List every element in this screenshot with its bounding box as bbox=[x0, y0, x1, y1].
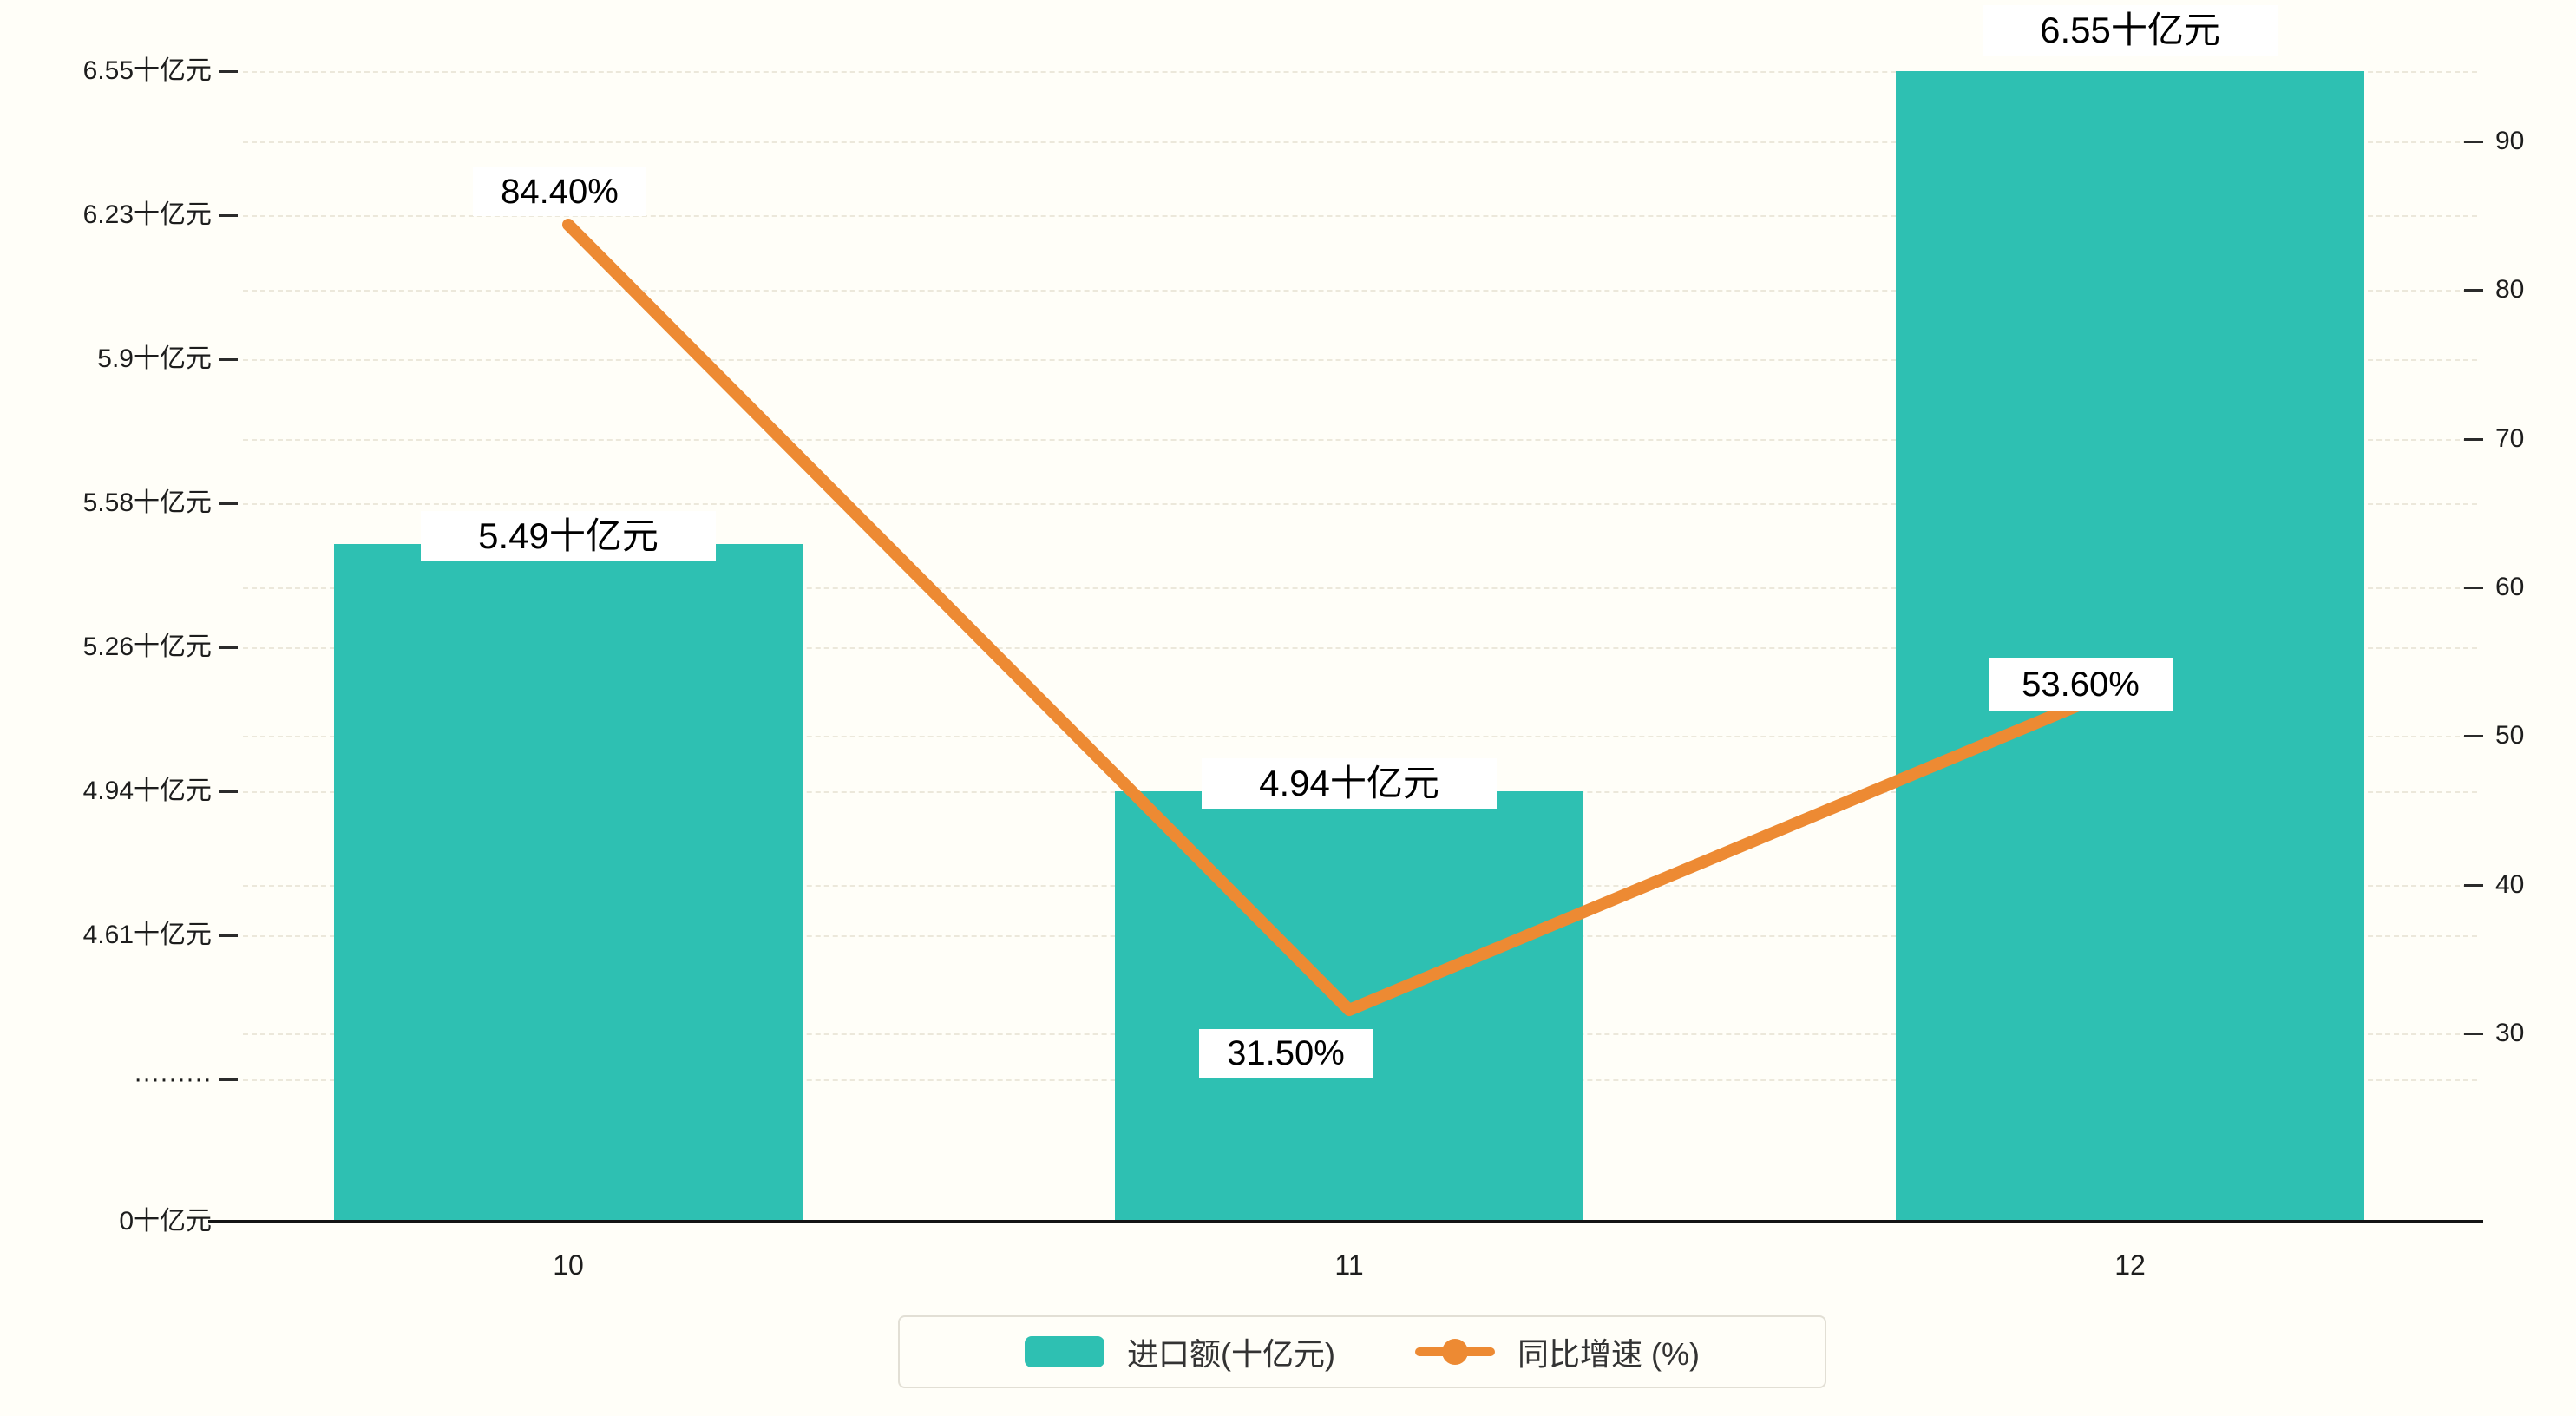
left-axis-tick-label: 5.26十亿元 bbox=[82, 633, 212, 661]
x-axis-label-12: 12 bbox=[2114, 1249, 2146, 1281]
bar-value-label-10: 5.49十亿元 bbox=[421, 511, 716, 561]
left-axis-tick bbox=[219, 502, 238, 505]
right-axis-tick bbox=[2464, 438, 2483, 441]
gridline bbox=[243, 215, 2477, 217]
gridline bbox=[243, 71, 2477, 73]
right-axis-tick-label: 90 bbox=[2495, 127, 2525, 155]
legend-line-marker[interactable] bbox=[1414, 1336, 1495, 1367]
bar-month-10[interactable] bbox=[334, 544, 803, 1222]
right-axis-tick bbox=[2464, 735, 2483, 738]
bar-month-12[interactable] bbox=[1896, 71, 2364, 1222]
x-axis-label-10: 10 bbox=[553, 1249, 584, 1281]
left-axis-tick-label: 5.58十亿元 bbox=[82, 488, 212, 517]
gridline bbox=[243, 290, 2477, 292]
right-axis-tick bbox=[2464, 141, 2483, 143]
right-axis-tick-label: 50 bbox=[2495, 721, 2525, 750]
legend-line-dot bbox=[1441, 1339, 1468, 1365]
left-axis-tick bbox=[219, 646, 238, 649]
growth-label-10: 84.40% bbox=[473, 167, 646, 216]
gridline bbox=[243, 359, 2477, 361]
legend: 进口额(十亿元) 同比增速 (%) bbox=[898, 1315, 1826, 1388]
right-axis-tick-label: 70 bbox=[2495, 424, 2525, 453]
gridline bbox=[243, 503, 2477, 505]
bar-value-label-11: 4.94十亿元 bbox=[1202, 758, 1497, 809]
left-axis-tick bbox=[219, 70, 238, 73]
gridline bbox=[243, 587, 2477, 589]
right-axis-tick-label: 60 bbox=[2495, 573, 2525, 601]
gridline bbox=[243, 647, 2477, 649]
left-axis-tick bbox=[219, 934, 238, 937]
right-axis-tick bbox=[2464, 289, 2483, 292]
legend-bar-swatch[interactable] bbox=[1025, 1336, 1104, 1367]
gridline bbox=[243, 141, 2477, 143]
x-axis-label-11: 11 bbox=[1334, 1249, 1364, 1281]
gridline bbox=[243, 439, 2477, 441]
right-axis-tick bbox=[2464, 884, 2483, 887]
x-axis-line bbox=[208, 1220, 2483, 1223]
right-axis-tick-label: 30 bbox=[2495, 1019, 2525, 1047]
left-axis-tick bbox=[219, 214, 238, 217]
right-axis-tick-label: 40 bbox=[2495, 870, 2525, 899]
left-axis-tick-label: 4.61十亿元 bbox=[82, 921, 212, 949]
bar-value-label-12: 6.55十亿元 bbox=[1983, 5, 2278, 56]
left-axis-tick bbox=[219, 790, 238, 793]
left-axis-tick bbox=[219, 1078, 238, 1081]
growth-label-12: 53.60% bbox=[1989, 658, 2173, 711]
left-axis-break-label: ········· bbox=[134, 1065, 212, 1093]
left-axis-tick-label: 0十亿元 bbox=[119, 1207, 212, 1236]
left-axis-tick-label: 4.94十亿元 bbox=[82, 777, 212, 805]
right-axis-tick-label: 80 bbox=[2495, 275, 2525, 304]
right-axis-tick bbox=[2464, 1032, 2483, 1035]
growth-label-11: 31.50% bbox=[1199, 1029, 1373, 1078]
left-axis-tick-label: 6.23十亿元 bbox=[82, 200, 212, 229]
left-axis-tick-label: 5.9十亿元 bbox=[97, 344, 212, 373]
left-axis-tick-label: 6.55十亿元 bbox=[82, 56, 212, 85]
right-axis-tick bbox=[2464, 587, 2483, 589]
legend-bar-label[interactable]: 进口额(十亿元) bbox=[1127, 1336, 1335, 1372]
gridline bbox=[243, 736, 2477, 738]
left-axis-tick bbox=[219, 358, 238, 361]
legend-line-label[interactable]: 同比增速 (%) bbox=[1517, 1336, 1700, 1372]
